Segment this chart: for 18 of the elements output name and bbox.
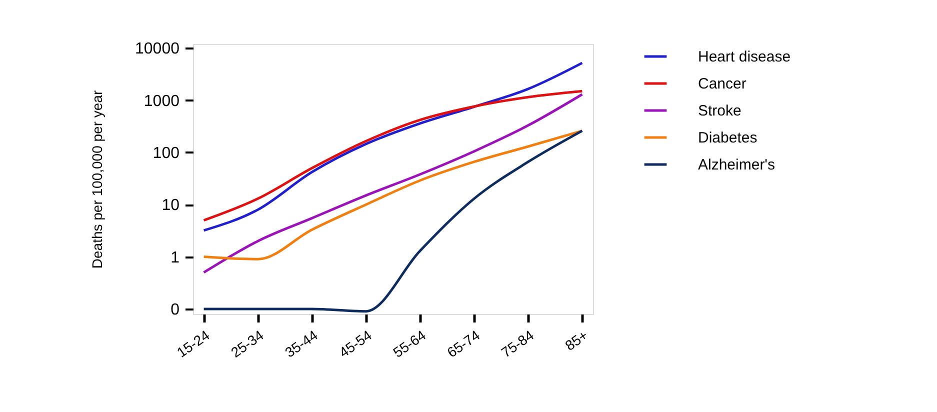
y-tick-label: 1000 (144, 92, 180, 110)
y-tick-label: 0 (170, 301, 180, 318)
y-tick-label: 10000 (135, 40, 180, 58)
y-tick-label: 10 (162, 197, 180, 214)
legend-label: Heart disease (698, 48, 791, 66)
legend-label: Cancer (698, 76, 746, 92)
legend-label: Diabetes (698, 130, 758, 146)
line-series (202, 93, 584, 274)
y-tick-label: 100 (152, 144, 180, 162)
x-tick-label: 85+ (562, 326, 591, 354)
y-tick-label: 1 (170, 249, 180, 266)
line-series (202, 62, 584, 232)
line-series (202, 130, 584, 313)
line-series (202, 90, 584, 222)
line-series (202, 130, 584, 260)
legend-label: Alzheimer's (698, 156, 776, 174)
legend-label: Stroke (698, 102, 742, 120)
y-axis-title: Deaths per 100,000 per year (89, 90, 106, 269)
